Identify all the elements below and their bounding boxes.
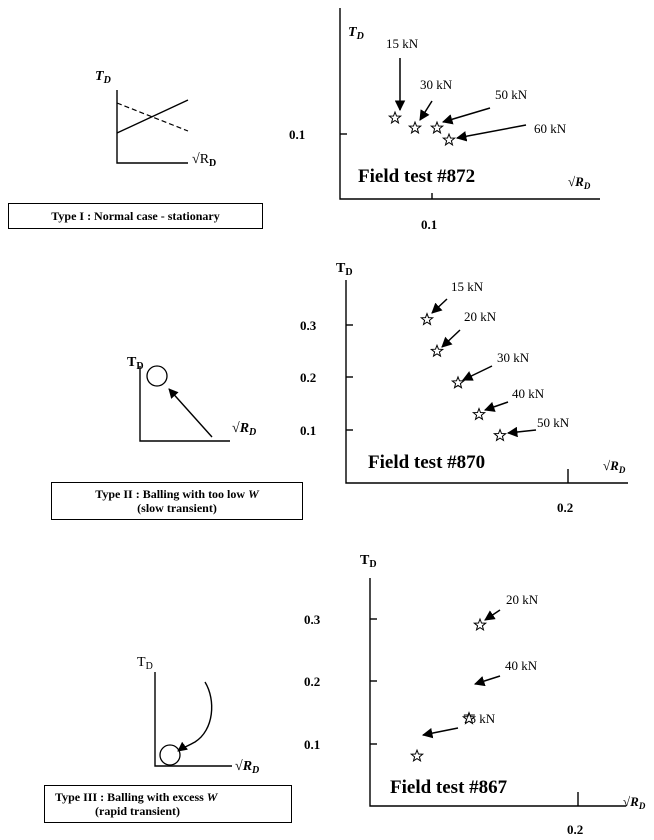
force-label: 20 kN <box>464 309 497 324</box>
type1-caption: Type I : Normal case - stationary <box>51 209 220 223</box>
data-point-star <box>461 711 477 725</box>
data-point-star <box>419 312 435 326</box>
data-point-star <box>471 407 487 421</box>
chart3-axes <box>369 578 626 807</box>
schematic1-dashed-line <box>116 102 189 132</box>
data-point-star <box>429 343 445 358</box>
type2-caption-box: Type II : Balling with too low W (slow t… <box>51 482 303 520</box>
chart2-axes <box>345 280 628 484</box>
schematic1-td-label: TD <box>95 69 111 86</box>
type3-caption-line2: (rapid transient) <box>95 804 180 818</box>
schematic3-td-label: TD <box>137 655 153 672</box>
chart1-x-axis-label: √RD <box>568 174 591 191</box>
point-arrow <box>506 426 537 438</box>
schematic3-rd-label: √RD <box>235 759 259 776</box>
schematic2-axes <box>139 366 230 442</box>
data-point-star <box>409 748 425 763</box>
schematic2-trajectory-arrow <box>168 388 213 438</box>
schematic2-td-label: TD <box>127 355 144 372</box>
point-arrow <box>441 107 491 125</box>
data-point-star <box>492 428 508 442</box>
y-tick-label: 0.2 <box>300 370 316 385</box>
force-label: 50 kN <box>537 415 570 430</box>
force-label: 60 kN <box>534 121 567 136</box>
type3-caption-box: Type III : Balling with excess W (rapid … <box>44 785 292 823</box>
chart3-title: Field test #867 <box>390 777 508 798</box>
force-label: 40 kN <box>512 386 545 401</box>
point-arrow <box>462 365 493 381</box>
schematic2-ball-circle <box>146 365 168 387</box>
point-arrow <box>455 124 527 142</box>
chart2-x-axis-label: √RD <box>603 458 626 475</box>
y-tick-label: 0.1 <box>304 737 320 752</box>
x-tick-label: 0.2 <box>567 822 583 837</box>
schematic-type2: TD √RD <box>127 355 256 442</box>
force-label: 40 kN <box>505 658 538 673</box>
schematic3-ball-circle <box>159 744 181 766</box>
schematic3-axes <box>154 672 232 767</box>
data-point-star <box>407 120 423 135</box>
y-tick-label: 0.1 <box>300 423 316 438</box>
y-tick-label: 0.2 <box>304 674 320 689</box>
data-point-star <box>387 110 403 125</box>
schematic-type1: TD √RD <box>95 69 216 169</box>
force-label: 15 kN <box>451 279 484 294</box>
point-arrow <box>431 298 448 314</box>
chart1-y-tick-label: 0.1 <box>289 127 305 142</box>
point-arrow <box>419 100 433 121</box>
force-label: 20 kN <box>506 592 539 607</box>
data-point-star <box>450 375 466 389</box>
point-arrow <box>484 401 509 412</box>
chart2-y-axis-label: TD <box>336 261 353 278</box>
chart3-x-axis-label: √RD <box>623 794 646 811</box>
schematic1-rd-label: √RD <box>192 152 216 169</box>
schematic-type3: TD √RD <box>137 655 259 776</box>
data-point-star <box>429 120 445 135</box>
chart1-y-axis-label: TD <box>348 25 364 42</box>
force-label: 30 kN <box>420 77 453 92</box>
y-tick-label: 0.3 <box>304 612 321 627</box>
x-tick-label: 0.2 <box>557 500 573 515</box>
force-label: 75 kN <box>463 711 496 726</box>
schematic3-trajectory-arrow <box>177 681 213 752</box>
chart-field-test-867: TD √RD Field test #867 0.3 0.2 0.1 0.2 20 kN… <box>304 553 646 837</box>
force-label: 15 kN <box>386 36 419 51</box>
type1-caption-box: Type I : Normal case - stationary <box>8 203 263 229</box>
schematic1-axes <box>116 90 188 164</box>
type3-caption-line1: Type III : Balling with excess W <box>55 790 218 804</box>
data-point-star <box>441 132 457 147</box>
type2-caption-line2: (slow transient) <box>137 501 217 515</box>
chart1-x-tick-label: 0.1 <box>421 217 437 232</box>
chart1-title: Field test #872 <box>358 166 475 187</box>
chart3-y-axis-label: TD <box>360 553 377 570</box>
point-arrow <box>484 609 501 621</box>
point-arrow <box>473 675 501 687</box>
chart-field-test-870: TD √RD Field test #870 0.3 0.2 0.1 0.2 15 kN… <box>300 261 628 515</box>
chart2-title: Field test #870 <box>368 452 485 473</box>
point-arrow <box>441 329 461 348</box>
data-point-star <box>472 617 488 632</box>
chart-field-test-872: TD 0.1 0.1 √RD Field test #872 15 kN 30 k… <box>289 8 600 232</box>
force-label: 50 kN <box>495 87 528 102</box>
force-label: 30 kN <box>497 350 530 365</box>
schematic1-solid-line <box>116 99 189 134</box>
point-arrow <box>421 727 459 739</box>
chart1-axes <box>339 8 600 200</box>
y-tick-label: 0.3 <box>300 318 317 333</box>
type2-caption-line1: Type II : Balling with too low W <box>95 487 259 501</box>
schematic2-rd-label: √RD <box>232 421 256 438</box>
